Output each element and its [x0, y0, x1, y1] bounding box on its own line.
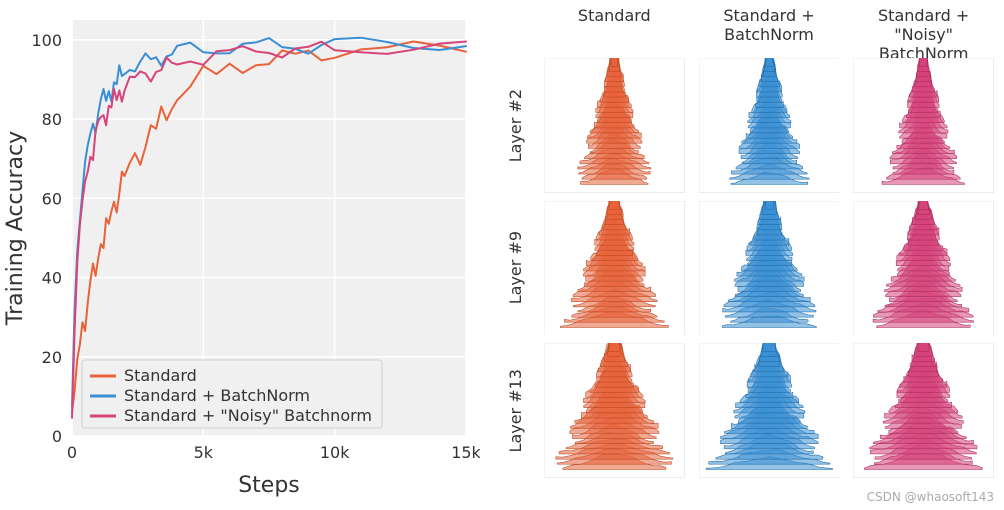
svg-text:Standard: Standard [124, 366, 197, 385]
activation-distributions-grid: Standard Standard +BatchNorm Standard +"… [480, 0, 1004, 510]
svg-text:0: 0 [67, 443, 77, 462]
dist-cell [853, 58, 994, 193]
grid-column-headers: Standard Standard +BatchNorm Standard +"… [544, 6, 994, 64]
row-label-layer2: Layer #2 [506, 89, 525, 162]
svg-text:Standard + "Noisy" Batchnorm: Standard + "Noisy" Batchnorm [124, 406, 372, 425]
dist-cell [699, 343, 840, 478]
dist-cell [544, 201, 685, 336]
dist-cell [544, 58, 685, 193]
line-chart-svg: 0 5k 10k 15k 0 20 40 60 80 100 Steps Training Accur… [0, 0, 480, 510]
svg-text:5k: 5k [194, 443, 214, 462]
svg-text:Training Accuracy: Training Accuracy [3, 131, 28, 326]
svg-text:15k: 15k [451, 443, 480, 462]
watermark: CSDN @whaosoft143 [867, 490, 994, 504]
col-header-batchnorm: Standard +BatchNorm [699, 6, 840, 64]
svg-text:60: 60 [42, 189, 62, 208]
col-header-standard: Standard [544, 6, 685, 64]
training-accuracy-chart: 0 5k 10k 15k 0 20 40 60 80 100 Steps Training Accur… [0, 0, 480, 510]
svg-text:0: 0 [52, 427, 62, 446]
row-label-layer9: Layer #9 [506, 231, 525, 304]
row-label-layer13: Layer #13 [506, 369, 525, 452]
svg-text:Steps: Steps [238, 473, 300, 498]
svg-text:20: 20 [42, 348, 62, 367]
dist-cell [699, 201, 840, 336]
svg-text:Standard + BatchNorm: Standard + BatchNorm [124, 386, 310, 405]
svg-text:40: 40 [42, 269, 62, 288]
dist-cell [853, 343, 994, 478]
dist-cell [699, 58, 840, 193]
dist-grid-cells [544, 58, 994, 478]
dist-cell [544, 343, 685, 478]
dist-cell [853, 201, 994, 336]
svg-text:10k: 10k [320, 443, 350, 462]
grid-row-labels: Layer #2 Layer #9 Layer #13 [500, 58, 530, 478]
svg-text:80: 80 [42, 110, 62, 129]
svg-text:100: 100 [31, 31, 62, 50]
col-header-noisy: Standard +"Noisy" BatchNorm [853, 6, 994, 64]
